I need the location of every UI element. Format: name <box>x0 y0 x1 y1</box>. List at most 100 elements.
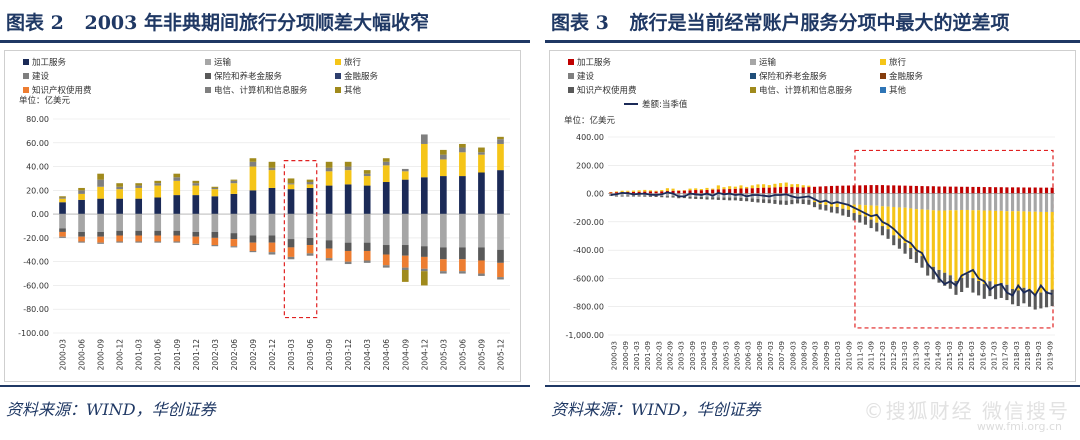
bar-segment <box>863 205 868 217</box>
bar-segment <box>116 198 123 215</box>
legend-swatch <box>205 87 211 93</box>
bar-segment <box>382 182 390 215</box>
bar-segment <box>154 235 162 242</box>
bar-segment <box>97 173 104 180</box>
bar-segment <box>1027 290 1032 307</box>
bar-segment <box>643 195 647 197</box>
legend-label: 运输 <box>214 57 232 68</box>
bar-segment <box>756 193 760 199</box>
bar-segment <box>497 249 504 263</box>
bar-segment <box>116 186 123 190</box>
bar-segment <box>892 235 896 246</box>
bar-segment <box>614 192 619 194</box>
bar-segment <box>173 180 181 196</box>
bar-segment <box>829 202 834 207</box>
bar-segment <box>268 170 276 188</box>
bar-segment <box>886 185 890 194</box>
legend-label: 旅行 <box>344 57 362 68</box>
bar-segment <box>440 259 447 272</box>
bar-segment <box>728 197 732 201</box>
bar-segment <box>1044 291 1049 308</box>
bar-segment <box>705 193 709 198</box>
bar-segment <box>852 204 856 214</box>
legend-swatch <box>750 59 756 65</box>
bar-segment <box>999 187 1003 194</box>
bar-segment <box>790 187 794 194</box>
bar-segment <box>716 197 720 200</box>
left-figure-panel: 图表 2 2003 年非典期间旅行分项顺差大幅收窄 加工服务 运输 旅行 建设 保险和养… <box>0 0 530 440</box>
bar-segment <box>78 193 85 200</box>
bar-segment <box>994 284 998 300</box>
x-tick-label: 2000-03 <box>59 339 68 371</box>
x-tick-label: 2006-09 <box>756 341 764 370</box>
bar-segment <box>440 271 447 274</box>
bar-segment <box>982 193 986 211</box>
bar-segment <box>59 228 66 232</box>
bar-segment <box>192 236 200 244</box>
bar-segment <box>497 143 504 171</box>
bar-segment <box>971 186 975 194</box>
bar-segment <box>1033 293 1037 310</box>
legend-label: 金融服务 <box>889 71 924 82</box>
left-figure-title-text: 2003 年非典期间旅行分项顺差大幅收窄 <box>84 12 429 34</box>
legend-label: 建设 <box>577 71 595 82</box>
left-figure-number: 图表 2 <box>6 12 64 34</box>
bar-segment <box>914 193 918 210</box>
bar-segment <box>459 176 466 215</box>
y-tick-label: -200.00 <box>573 218 604 227</box>
bar-segment <box>960 277 964 293</box>
bar-segment <box>926 193 930 210</box>
bar-segment <box>988 193 992 211</box>
bar-segment <box>926 263 930 276</box>
legend-label: 金融服务 <box>344 71 379 82</box>
bar-segment <box>59 198 66 203</box>
bar-segment <box>401 255 409 268</box>
x-tick-label: 2004-03 <box>700 341 708 370</box>
right-figure-panel: 图表 3 旅行是当前经常账户服务分项中最大的逆差项 加工服务 运输 旅行 建设 保险和养… <box>545 0 1080 440</box>
bar-segment <box>116 214 123 231</box>
x-tick-label: 2001-03 <box>633 341 641 370</box>
x-tick-label: 2016-09 <box>979 341 987 370</box>
bar-segment <box>694 196 698 199</box>
bar-segment <box>401 214 409 246</box>
bar-segment <box>841 203 845 209</box>
legend-swatch <box>568 73 574 79</box>
bar-segment <box>954 210 958 281</box>
bar-segment <box>756 187 760 194</box>
bar-segment <box>306 253 314 256</box>
bar-segment <box>756 198 760 203</box>
bar-segment <box>268 187 276 215</box>
left-title-rule <box>0 40 530 43</box>
bar-segment <box>988 210 992 282</box>
bar-segment <box>886 206 890 230</box>
bar-segment <box>497 136 504 140</box>
bar-segment <box>988 187 992 194</box>
bar-segment <box>784 186 788 194</box>
bar-segment <box>154 241 162 243</box>
bar-segment <box>869 219 873 229</box>
bar-segment <box>863 185 868 194</box>
bar-segment <box>982 284 986 299</box>
bar-segment <box>1011 211 1015 290</box>
bar-segment <box>767 185 771 188</box>
bar-segment <box>948 186 952 194</box>
bar-segment <box>841 208 845 216</box>
right-figure-number: 图表 3 <box>551 12 609 34</box>
bar-segment <box>846 185 851 194</box>
bar-segment <box>733 186 737 189</box>
bar-segment <box>363 260 371 263</box>
bar-segment <box>420 246 428 257</box>
bar-segment <box>287 189 295 215</box>
bar-segment <box>1044 211 1049 292</box>
legend-swatch <box>335 87 341 93</box>
y-tick-label: -100.00 <box>18 329 49 338</box>
bar-segment <box>722 193 726 198</box>
y-tick-label: 80.00 <box>26 115 49 124</box>
bar-segment <box>818 204 822 210</box>
bar-segment <box>954 280 958 295</box>
legend-label: 保险和养老金服务 <box>214 71 283 82</box>
x-tick-label: 2001-03 <box>135 339 144 371</box>
bar-segment <box>116 235 123 242</box>
legend-label: 运输 <box>759 57 777 68</box>
x-tick-label: 2005-09 <box>734 341 742 370</box>
